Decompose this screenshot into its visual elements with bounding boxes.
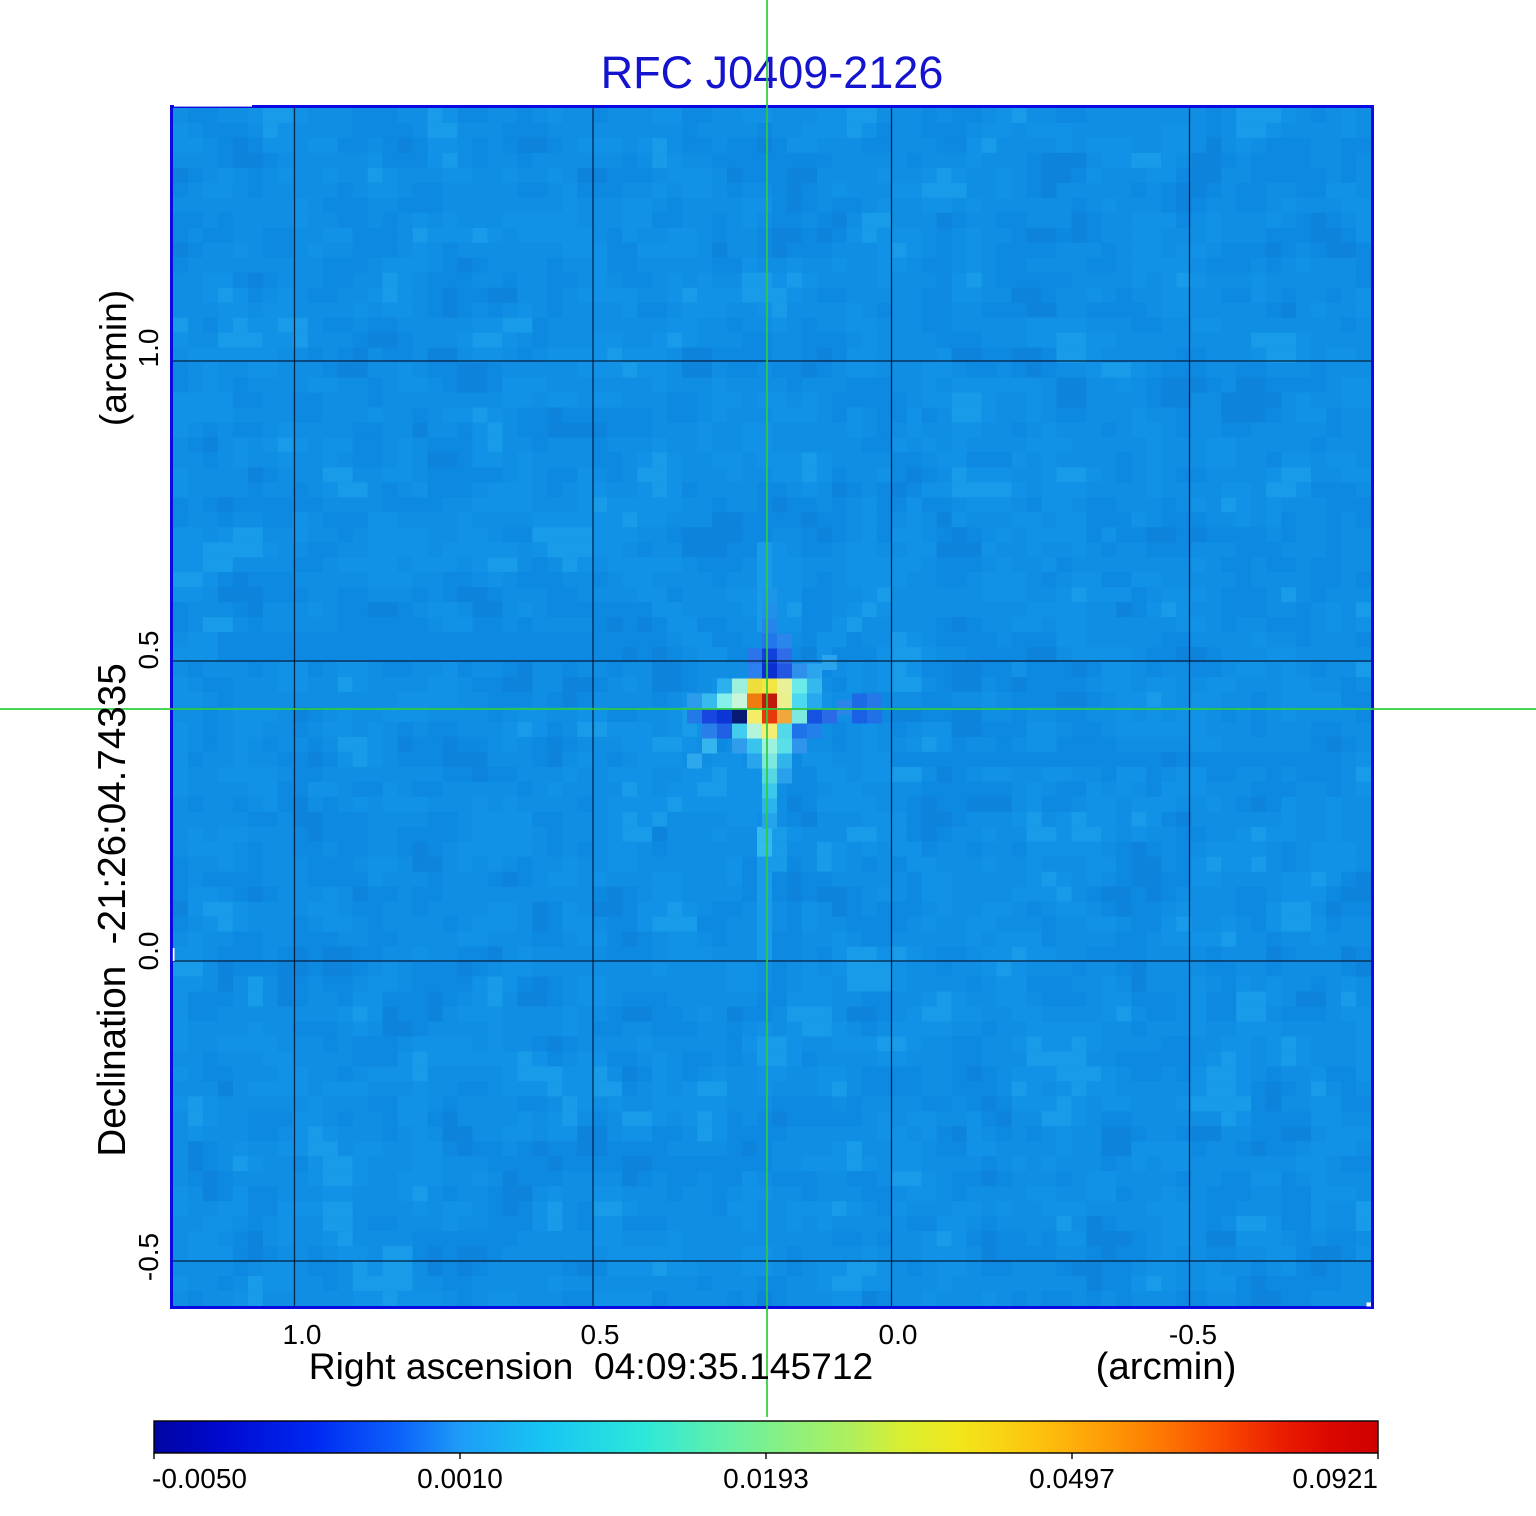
svg-text:(arcmin): (arcmin) — [92, 290, 134, 426]
svg-text:RFC J0409-2126: RFC J0409-2126 — [601, 47, 944, 98]
svg-text:Declination -21:26:04.74335: Declination -21:26:04.74335 — [91, 663, 134, 1156]
svg-text:0.0: 0.0 — [879, 1319, 918, 1350]
svg-text:0.0: 0.0 — [133, 932, 164, 971]
svg-text:-0.5: -0.5 — [1169, 1319, 1217, 1350]
svg-text:1.0: 1.0 — [133, 329, 164, 368]
svg-text:0.5: 0.5 — [581, 1319, 620, 1350]
svg-text:-0.5: -0.5 — [133, 1233, 164, 1281]
svg-text:0.0921: 0.0921 — [1292, 1463, 1378, 1494]
svg-text:Right ascension 04:09:35.1457: Right ascension 04:09:35.145712 — [309, 1345, 873, 1387]
svg-text:-0.0050: -0.0050 — [152, 1463, 247, 1494]
svg-text:0.0193: 0.0193 — [723, 1463, 809, 1494]
svg-text:0.5: 0.5 — [133, 631, 164, 670]
svg-text:0.0010: 0.0010 — [417, 1463, 503, 1494]
svg-text:0.0497: 0.0497 — [1029, 1463, 1115, 1494]
svg-text:1.0: 1.0 — [283, 1319, 322, 1350]
svg-text:(arcmin): (arcmin) — [1096, 1345, 1237, 1388]
